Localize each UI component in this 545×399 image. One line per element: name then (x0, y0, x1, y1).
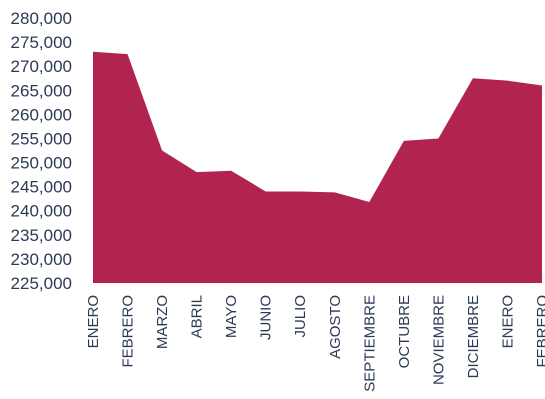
y-tick-label: 225,000 (11, 274, 72, 293)
x-tick-label: ENERO (499, 295, 516, 348)
x-tick-label: JULIO (292, 295, 309, 338)
x-tick-label: JUNIO (258, 295, 275, 340)
y-tick-label: 235,000 (11, 226, 72, 245)
plot-area (93, 51, 542, 284)
x-axis: ENERO FEBRERO MARZO ABRIL MAYO JUNIO JULIO AGOS… (85, 295, 545, 392)
x-tick-label: MARZO (154, 295, 171, 349)
x-tick-label: MAYO (223, 295, 240, 338)
y-tick-label: 265,000 (11, 81, 72, 100)
x-tick-label: NOVIEMBRE (430, 295, 447, 385)
x-tick-label: OCTUBRE (396, 295, 413, 368)
y-tick-label: 230,000 (11, 250, 72, 269)
y-tick-label: 280,000 (11, 9, 72, 28)
x-tick-label: DICIEMBRE (465, 295, 482, 378)
x-tick-label: FEBRERO (534, 295, 545, 368)
x-tick-label: FEBRERO (120, 295, 137, 368)
y-axis: 225,000 230,000 235,000 240,000 245,000 250,0… (11, 9, 72, 293)
y-tick-label: 245,000 (11, 178, 72, 197)
y-tick-label: 255,000 (11, 129, 72, 148)
y-tick-label: 270,000 (11, 57, 72, 76)
y-tick-label: 275,000 (11, 33, 72, 52)
x-tick-label: SEPTIEMBRE (361, 295, 378, 392)
y-tick-label: 250,000 (11, 154, 72, 173)
y-tick-label: 240,000 (11, 202, 72, 221)
x-tick-label: ABRIL (189, 295, 206, 338)
y-tick-label: 260,000 (11, 105, 72, 124)
x-tick-label: AGOSTO (327, 295, 344, 359)
series-area (93, 51, 542, 284)
x-tick-label: ENERO (85, 295, 102, 348)
